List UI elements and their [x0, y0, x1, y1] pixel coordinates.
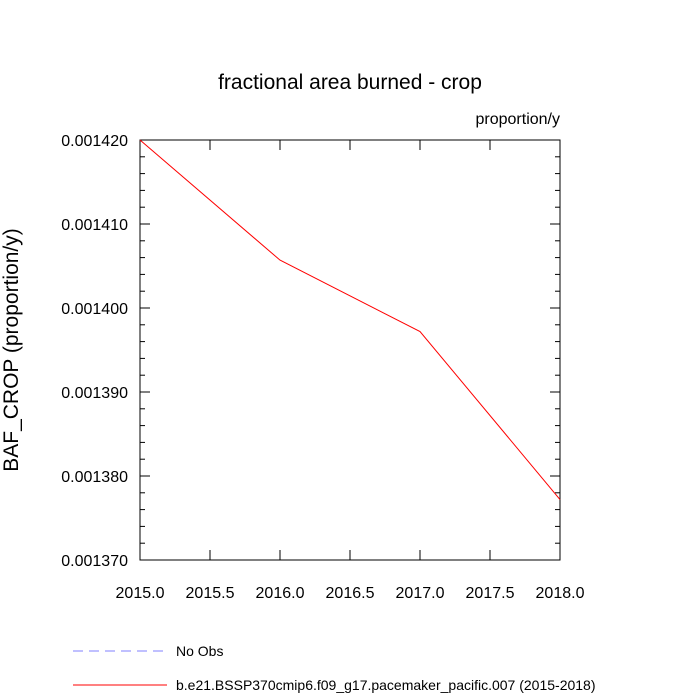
x-tick-label: 2017.5 — [466, 585, 515, 602]
legend-label-1: b.e21.BSSP370cmip6.f09_g17.pacemaker_pac… — [176, 677, 596, 693]
x-tick-label: 2015.5 — [186, 585, 235, 602]
y-tick-label: 0.001420 — [61, 133, 128, 150]
units-label: proportion/y — [476, 111, 561, 128]
x-tick-label: 2018.0 — [536, 585, 585, 602]
minor-ticks — [140, 156, 560, 544]
y-tick-label: 0.001370 — [61, 553, 128, 570]
y-tick-label: 0.001390 — [61, 385, 128, 402]
legend-label-0: No Obs — [176, 643, 223, 659]
series-line-1 — [139, 139, 561, 500]
y-tick-label: 0.001410 — [61, 217, 128, 234]
x-tick-label: 2016.5 — [326, 585, 375, 602]
x-axis-ticks: 2015.0 2015.5 2016.0 2016.5 2017.0 2017.5 2018… — [116, 140, 585, 602]
y-axis-ticks: 0.001370 0.001380 0.001390 0.001400 0.001410… — [61, 133, 560, 570]
legend: No Obs b.e21.BSSP370cmip6.f09_g17.pacemak… — [73, 643, 596, 693]
chart-title: fractional area burned - crop — [218, 71, 482, 94]
x-tick-label: 2017.0 — [396, 585, 445, 602]
y-tick-label: 0.001380 — [61, 469, 128, 486]
x-tick-label: 2015.0 — [116, 585, 165, 602]
series-layer — [139, 139, 561, 500]
plot-frame — [139, 139, 561, 561]
y-axis-label: BAF_CROP (proportion/y) — [0, 228, 23, 472]
y-tick-label: 0.001400 — [61, 301, 128, 318]
x-tick-label: 2016.0 — [256, 585, 305, 602]
